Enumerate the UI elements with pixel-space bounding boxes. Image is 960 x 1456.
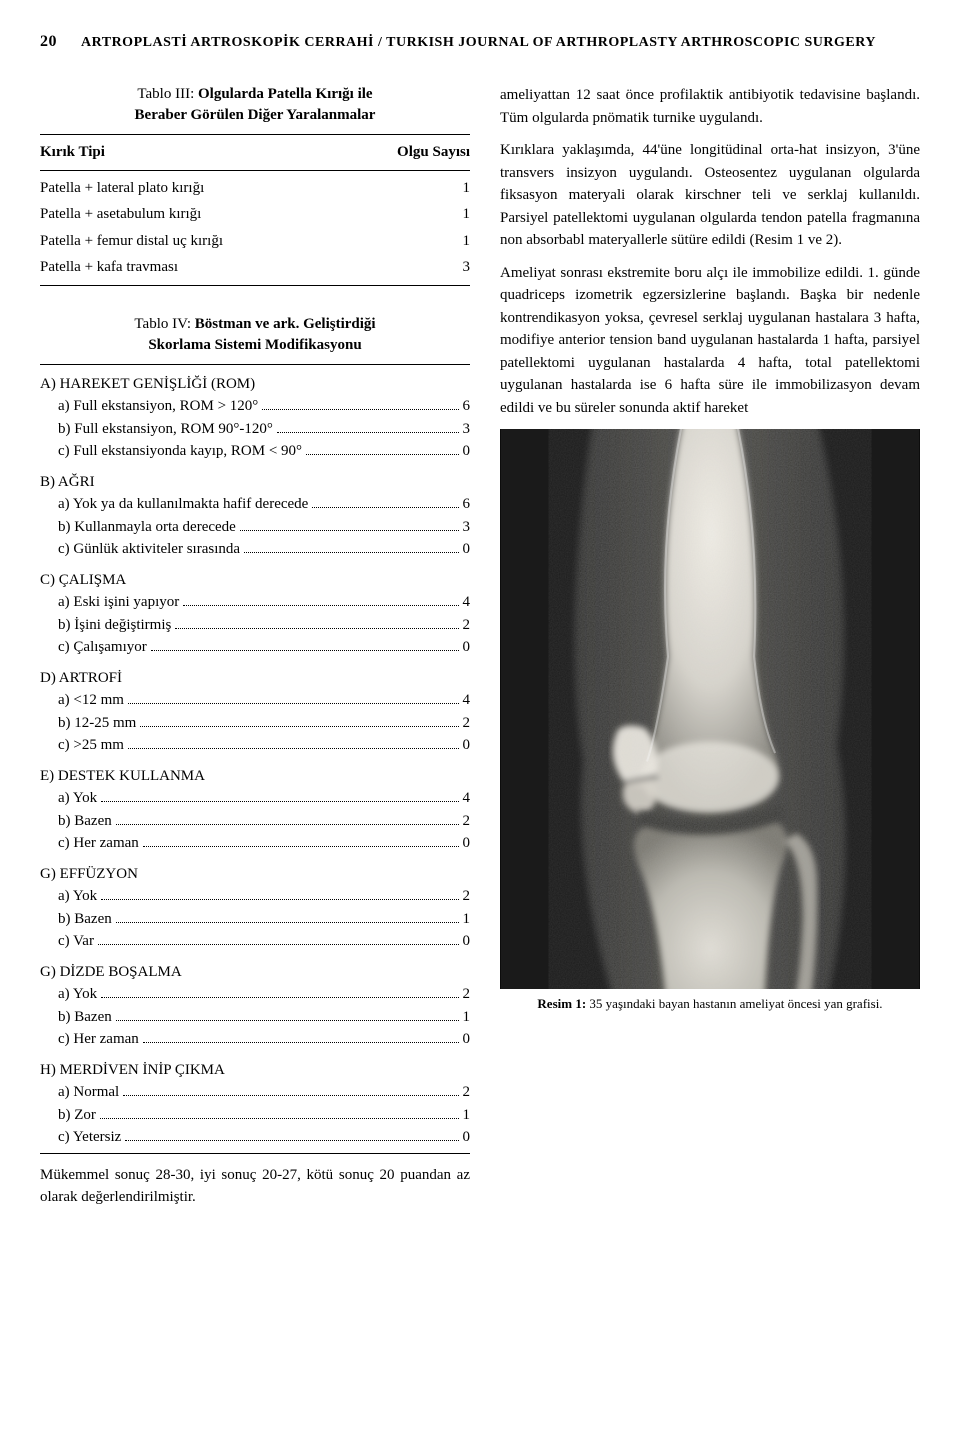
- figure-1: Resim 1: 35 yaşındaki bayan hastanın ame…: [500, 429, 920, 1013]
- page-number: 20: [40, 30, 57, 54]
- score-item: b) İşini değiştirmiş2: [40, 614, 470, 637]
- score-section: B) AĞRIa) Yok ya da kullanılmakta hafif …: [40, 471, 470, 561]
- score-section: G) EFFÜZYONa) Yok2b) Bazen1c) Var0: [40, 863, 470, 953]
- score-section-head: G) DİZDE BOŞALMA: [40, 961, 470, 984]
- score-section: C) ÇALIŞMAa) Eski işini yapıyor4b) İşini…: [40, 569, 470, 659]
- score-item: c) Yetersiz0: [40, 1126, 470, 1149]
- score-section: E) DESTEK KULLANMAa) Yok4b) Bazen2c) Her…: [40, 765, 470, 855]
- score-section-head: A) HAREKET GENİŞLİĞİ (ROM): [40, 373, 470, 396]
- score-item: c) Günlük aktiviteler sırasında0: [40, 538, 470, 561]
- score-item: c) >25 mm0: [40, 734, 470, 757]
- tablo4-sections: A) HAREKET GENİŞLİĞİ (ROM)a) Full ekstan…: [40, 373, 470, 1149]
- score-section: H) MERDİVEN İNİP ÇIKMAa) Normal2b) Zor1c…: [40, 1059, 470, 1149]
- score-item: a) Yok4: [40, 787, 470, 810]
- score-section: G) DİZDE BOŞALMAa) Yok2b) Bazen1c) Her z…: [40, 961, 470, 1051]
- page-header: 20 ARTROPLASTİ ARTROSKOPİK CERRAHİ / TUR…: [40, 30, 920, 54]
- score-item: b) Bazen2: [40, 810, 470, 833]
- score-item: c) Var0: [40, 930, 470, 953]
- table-row: Patella + femur distal uç kırığı1: [40, 228, 470, 255]
- table-row: Patella + asetabulum kırığı1: [40, 201, 470, 228]
- score-item: a) Full ekstansiyon, ROM > 120°6: [40, 395, 470, 418]
- left-column: Tablo III: Olgularda Patella Kırığı ile …: [40, 84, 470, 1209]
- score-item: b) Bazen1: [40, 1006, 470, 1029]
- score-section-head: B) AĞRI: [40, 471, 470, 494]
- score-section: D) ARTROFİa) <12 mm4b) 12-25 mm2c) >25 m…: [40, 667, 470, 757]
- score-item: a) Yok ya da kullanılmakta hafif dereced…: [40, 493, 470, 516]
- score-item: b) Zor1: [40, 1104, 470, 1127]
- score-section-head: G) EFFÜZYON: [40, 863, 470, 886]
- score-item: b) Full ekstansiyon, ROM 90°-120°3: [40, 418, 470, 441]
- figure-1-caption: Resim 1: 35 yaşındaki bayan hastanın ame…: [500, 995, 920, 1013]
- score-item: c) Çalışamıyor0: [40, 636, 470, 659]
- score-item: a) <12 mm4: [40, 689, 470, 712]
- score-item: b) 12-25 mm2: [40, 712, 470, 735]
- score-item: a) Yok2: [40, 885, 470, 908]
- score-item: a) Eski işini yapıyor4: [40, 591, 470, 614]
- score-section: A) HAREKET GENİŞLİĞİ (ROM)a) Full ekstan…: [40, 373, 470, 463]
- score-section-head: E) DESTEK KULLANMA: [40, 765, 470, 788]
- table-row: Patella + kafa travması3: [40, 254, 470, 281]
- score-section-head: D) ARTROFİ: [40, 667, 470, 690]
- score-item: a) Yok2: [40, 983, 470, 1006]
- tablo4-title: Tablo IV: Böstman ve ark. Geliştirdiği S…: [40, 314, 470, 356]
- tablo3-title: Tablo III: Olgularda Patella Kırığı ile …: [40, 84, 470, 126]
- tablo3-head: Kırık Tipi Olgu Sayısı: [40, 139, 470, 166]
- xray-image: [500, 429, 920, 989]
- score-item: c) Her zaman0: [40, 832, 470, 855]
- score-item: c) Full ekstansiyonda kayıp, ROM < 90°0: [40, 440, 470, 463]
- score-item: b) Bazen1: [40, 908, 470, 931]
- paragraph-2: Kırıklara yaklaşımda, 44'üne longitüdina…: [500, 139, 920, 252]
- score-section-head: C) ÇALIŞMA: [40, 569, 470, 592]
- tablo4-summary: Mükemmel sonuç 28-30, iyi sonuç 20-27, k…: [40, 1164, 470, 1209]
- paragraph-1: ameliyattan 12 saat önce profilaktik ant…: [500, 84, 920, 129]
- table-row: Patella + lateral plato kırığı1: [40, 175, 470, 202]
- score-section-head: H) MERDİVEN İNİP ÇIKMA: [40, 1059, 470, 1082]
- journal-title: ARTROPLASTİ ARTROSKOPİK CERRAHİ / TURKIS…: [81, 32, 876, 53]
- score-item: a) Normal2: [40, 1081, 470, 1104]
- tablo3-rows: Patella + lateral plato kırığı1Patella +…: [40, 175, 470, 281]
- right-column: ameliyattan 12 saat önce profilaktik ant…: [500, 84, 920, 1209]
- score-item: b) Kullanmayla orta derecede3: [40, 516, 470, 539]
- score-item: c) Her zaman0: [40, 1028, 470, 1051]
- paragraph-3: Ameliyat sonrası ekstremite boru alçı il…: [500, 262, 920, 420]
